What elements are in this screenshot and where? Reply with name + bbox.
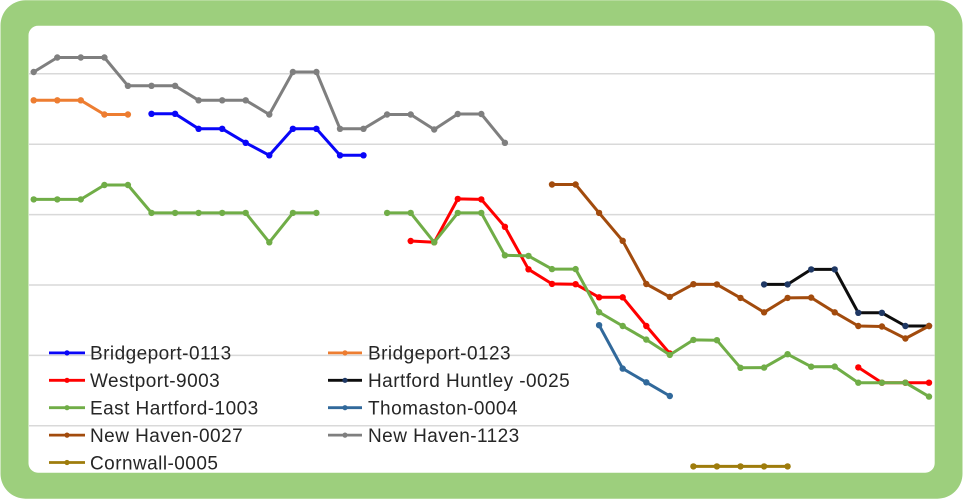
svg-text:Hartford Huntley -0025: Hartford Huntley -0025 xyxy=(368,371,570,392)
svg-text:Bridgeport-0123: Bridgeport-0123 xyxy=(368,344,511,365)
svg-text:Bridgeport-0113: Bridgeport-0113 xyxy=(90,344,232,365)
svg-text:Westport-9003: Westport-9003 xyxy=(90,371,220,392)
svg-text:New Haven-1123: New Haven-1123 xyxy=(368,426,520,447)
svg-text:East Hartford-1003: East Hartford-1003 xyxy=(90,399,259,420)
svg-text:Cornwall-0005: Cornwall-0005 xyxy=(90,453,218,474)
svg-text:Thomaston-0004: Thomaston-0004 xyxy=(368,399,518,420)
svg-text:New Haven-0027: New Haven-0027 xyxy=(90,426,243,447)
